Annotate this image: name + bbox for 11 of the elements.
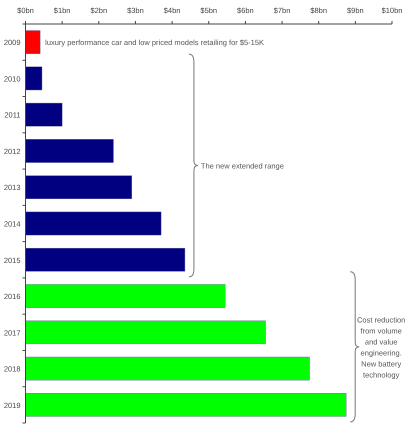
bar xyxy=(25,284,226,308)
bar xyxy=(25,248,186,272)
bar xyxy=(25,139,114,163)
bar xyxy=(25,66,42,90)
bar xyxy=(25,175,132,200)
bar xyxy=(25,212,162,236)
bar xyxy=(25,102,62,126)
bar xyxy=(25,356,310,380)
bar xyxy=(25,320,266,344)
bar xyxy=(25,393,346,417)
bar xyxy=(25,30,40,54)
